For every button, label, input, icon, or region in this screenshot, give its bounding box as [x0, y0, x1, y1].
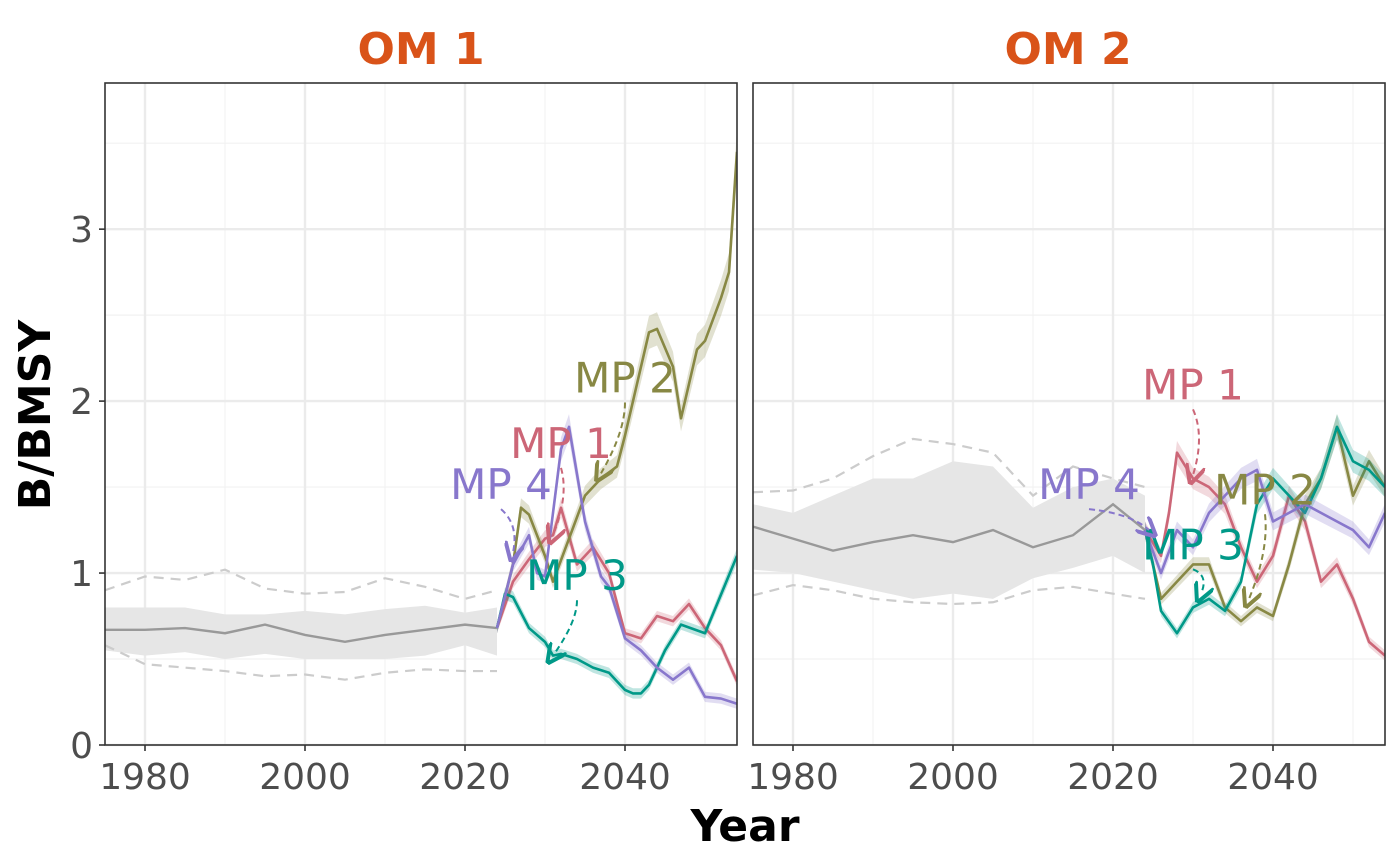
panel-om1: MP 1MP 2MP 3MP 4 — [104, 82, 738, 747]
label-arrow-mp3 — [553, 600, 578, 655]
series-line-mp4 — [495, 425, 737, 705]
y-axis-title: B/BMSY — [10, 319, 61, 511]
facet-title-om2: OM 2 — [1004, 24, 1131, 75]
series-line-mp3 — [495, 555, 737, 695]
historical-upper-dashed — [105, 568, 498, 600]
facet-title-om1: OM 1 — [357, 24, 484, 75]
series-label-mp2: MP 2 — [1214, 465, 1316, 514]
label-arrow-mp2 — [601, 402, 626, 474]
series-line-mp3 — [1143, 425, 1385, 635]
series-ribbon-mp3 — [1145, 414, 1385, 639]
series-line-mp1 — [1143, 451, 1385, 657]
series-label-mp4: MP 4 — [450, 460, 552, 509]
y-tick-label: 1 — [70, 554, 93, 595]
panel-border — [752, 82, 1386, 746]
x-tick-label: 2020 — [419, 757, 511, 798]
x-tick-label: 2040 — [579, 757, 671, 798]
series-label-mp3: MP 3 — [526, 551, 628, 600]
x-axis-ticks: 1980 2000 2020 2040 1980 2000 2020 2040 — [99, 745, 1319, 798]
label-arrow-mp1 — [1193, 408, 1199, 475]
x-axis-title: Year — [689, 801, 799, 852]
y-tick-label: 0 — [70, 726, 93, 767]
historical-lower-dashed — [105, 644, 497, 681]
x-tick-label: 1980 — [747, 757, 839, 798]
historical-ribbon — [105, 605, 497, 660]
series-ribbon-mp3 — [497, 548, 737, 699]
x-tick-label: 2000 — [259, 757, 351, 798]
panel-border — [104, 82, 738, 746]
series-line-mp4 — [1143, 468, 1385, 575]
series-line-mp2 — [1143, 425, 1385, 623]
y-tick-label: 3 — [70, 210, 93, 251]
historical-median-line — [105, 623, 498, 644]
x-tick-label: 2020 — [1067, 757, 1159, 798]
series-ribbon-mp4 — [1145, 458, 1385, 580]
y-axis-ticks: 0 1 2 3 — [70, 210, 105, 767]
x-tick-label: 2000 — [907, 757, 999, 798]
series-label-mp2: MP 2 — [574, 354, 676, 403]
series-label-mp1: MP 1 — [1142, 360, 1244, 409]
panel-background — [753, 83, 1385, 745]
historical-median-line — [753, 502, 1146, 552]
label-arrow-mp1 — [553, 467, 564, 535]
x-tick-label: 1980 — [99, 757, 191, 798]
label-arrow-mp4 — [500, 508, 515, 552]
historical-lower-dashed — [753, 583, 1146, 606]
panel-om2: MP 1 MP 2 MP 3MP 4 — [752, 82, 1386, 747]
x-tick-label: 2040 — [1227, 757, 1319, 798]
series-label-mp4: MP 4 — [1038, 460, 1140, 509]
historical-upper-dashed — [753, 437, 1146, 498]
label-arrow-mp3 — [1192, 568, 1204, 593]
historical-ribbon — [753, 461, 1145, 599]
series-label-mp3: MP 3 — [1142, 520, 1244, 569]
y-tick-label: 2 — [70, 382, 93, 423]
series-line-mp2 — [495, 151, 737, 629]
